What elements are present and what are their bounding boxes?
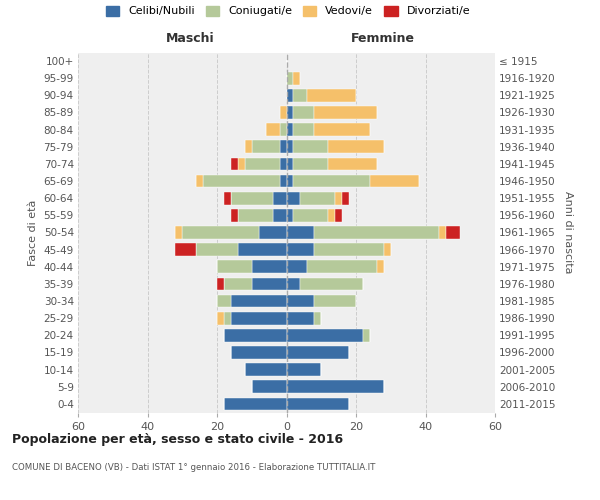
Bar — [287, 72, 293, 85]
Bar — [287, 294, 314, 308]
Bar — [287, 380, 384, 393]
Bar — [287, 260, 307, 273]
Bar — [287, 226, 314, 239]
Bar — [314, 226, 439, 239]
Bar — [217, 260, 252, 273]
Bar — [314, 123, 370, 136]
Bar — [259, 226, 287, 239]
Legend: Celibi/Nubili, Coniugati/e, Vedovi/e, Divorziati/e: Celibi/Nubili, Coniugati/e, Vedovi/e, Di… — [106, 6, 470, 16]
Bar — [287, 398, 349, 410]
Bar — [231, 192, 272, 204]
Bar — [293, 89, 307, 102]
Bar — [287, 346, 349, 359]
Bar — [287, 209, 293, 222]
Bar — [293, 72, 301, 85]
Bar — [287, 106, 293, 119]
Bar — [224, 398, 287, 410]
Bar — [314, 243, 384, 256]
Bar — [252, 140, 280, 153]
Bar — [272, 192, 287, 204]
Bar — [384, 243, 391, 256]
Y-axis label: Anni di nascita: Anni di nascita — [563, 191, 572, 274]
Bar — [272, 209, 287, 222]
Bar — [231, 294, 287, 308]
Bar — [238, 158, 245, 170]
Bar — [238, 209, 272, 222]
Bar — [287, 243, 314, 256]
Bar — [293, 174, 370, 188]
Bar — [224, 329, 287, 342]
Bar — [252, 260, 287, 273]
Bar — [314, 106, 377, 119]
Bar — [287, 278, 301, 290]
Bar — [231, 209, 238, 222]
Bar — [224, 192, 231, 204]
Text: Maschi: Maschi — [166, 32, 215, 46]
Bar — [446, 226, 460, 239]
Bar — [196, 174, 203, 188]
Bar — [217, 294, 231, 308]
Bar — [328, 209, 335, 222]
Bar — [370, 174, 419, 188]
Bar — [293, 209, 328, 222]
Bar — [363, 329, 370, 342]
Bar — [224, 278, 252, 290]
Bar — [280, 106, 287, 119]
Bar — [293, 140, 328, 153]
Bar — [293, 123, 314, 136]
Bar — [280, 158, 287, 170]
Bar — [287, 174, 293, 188]
Bar — [301, 278, 363, 290]
Bar — [287, 89, 293, 102]
Bar — [182, 226, 259, 239]
Text: Femmine: Femmine — [350, 32, 415, 46]
Bar — [196, 243, 238, 256]
Bar — [328, 140, 384, 153]
Bar — [307, 89, 356, 102]
Bar — [231, 346, 287, 359]
Bar — [231, 312, 287, 324]
Bar — [245, 158, 280, 170]
Bar — [175, 243, 196, 256]
Bar — [314, 312, 321, 324]
Bar — [287, 123, 293, 136]
Bar — [203, 174, 280, 188]
Bar — [280, 174, 287, 188]
Bar — [287, 312, 314, 324]
Bar — [287, 140, 293, 153]
Bar — [335, 192, 342, 204]
Bar — [293, 158, 328, 170]
Text: COMUNE DI BACENO (VB) - Dati ISTAT 1° gennaio 2016 - Elaborazione TUTTITALIA.IT: COMUNE DI BACENO (VB) - Dati ISTAT 1° ge… — [12, 462, 376, 471]
Bar — [328, 158, 377, 170]
Bar — [293, 106, 314, 119]
Bar — [335, 209, 342, 222]
Bar — [252, 380, 287, 393]
Y-axis label: Fasce di età: Fasce di età — [28, 200, 38, 266]
Bar — [439, 226, 446, 239]
Bar — [342, 192, 349, 204]
Bar — [287, 192, 301, 204]
Bar — [280, 123, 287, 136]
Bar — [307, 260, 377, 273]
Bar — [238, 243, 287, 256]
Bar — [245, 363, 287, 376]
Bar — [175, 226, 182, 239]
Bar — [252, 278, 287, 290]
Bar — [224, 312, 231, 324]
Bar — [245, 140, 252, 153]
Bar — [377, 260, 384, 273]
Bar — [287, 363, 321, 376]
Bar — [280, 140, 287, 153]
Bar — [266, 123, 280, 136]
Bar — [217, 278, 224, 290]
Bar — [217, 312, 224, 324]
Bar — [287, 158, 293, 170]
Bar — [287, 329, 363, 342]
Bar — [301, 192, 335, 204]
Text: Popolazione per età, sesso e stato civile - 2016: Popolazione per età, sesso e stato civil… — [12, 432, 343, 446]
Bar — [231, 158, 238, 170]
Bar — [314, 294, 356, 308]
